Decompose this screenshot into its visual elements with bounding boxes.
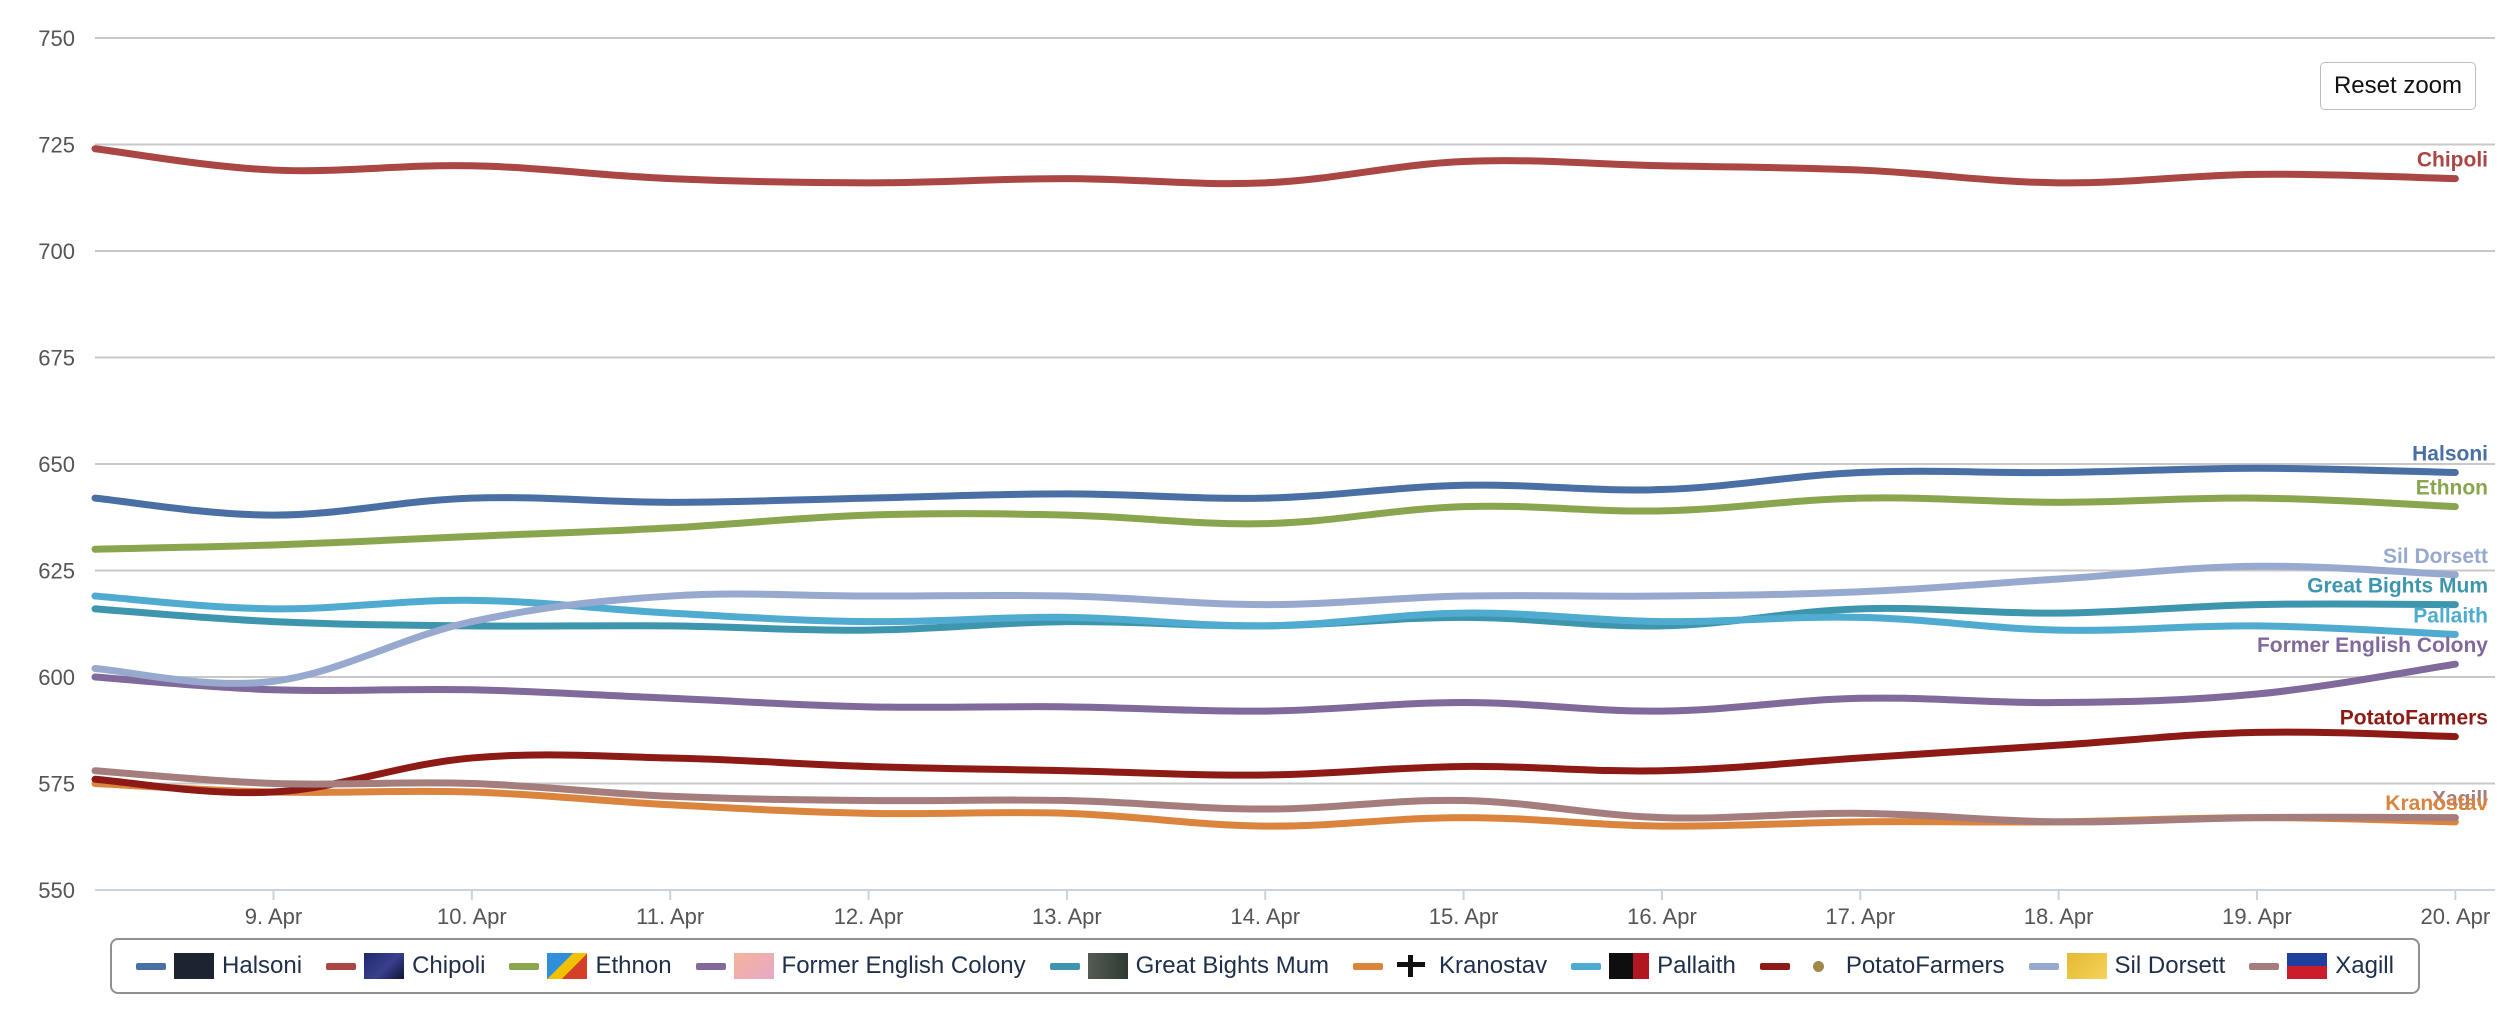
series-line-xagill bbox=[91, 767, 2459, 826]
xagill-flag-icon bbox=[2287, 953, 2328, 979]
legend-swatch bbox=[695, 962, 726, 970]
y-tick-label: 750 bbox=[38, 26, 75, 51]
series-line-chipoli bbox=[91, 145, 2459, 188]
series-line-pallaith bbox=[91, 592, 2459, 638]
legend-label: PotatoFarmers bbox=[1845, 952, 2005, 979]
chipoli-flag-icon bbox=[364, 953, 405, 979]
legend-swatch bbox=[2249, 962, 2280, 970]
legend-item-pallaith[interactable]: Pallaith bbox=[1571, 952, 1736, 980]
end-label-sil-dorsett: Sil Dorsett bbox=[2383, 545, 2488, 568]
series-line-ethnon bbox=[91, 494, 2459, 553]
legend-item-sil-dorsett[interactable]: Sil Dorsett bbox=[2028, 952, 2226, 980]
legend-item-former-english-colony[interactable]: Former English Colony bbox=[695, 952, 1026, 980]
legend-swatch bbox=[136, 962, 167, 970]
pallaith-flag-icon bbox=[1609, 953, 1650, 979]
legend-label: Great Bights Mum bbox=[1135, 952, 1330, 979]
legend-item-kranostav[interactable]: Kranostav bbox=[1353, 952, 1547, 980]
legend-swatch bbox=[1049, 962, 1080, 970]
y-tick-label: 650 bbox=[38, 452, 75, 477]
halsoni-flag-icon bbox=[174, 953, 215, 979]
y-tick-label: 550 bbox=[38, 878, 75, 903]
sil-dorsett-flag-icon bbox=[2066, 953, 2107, 979]
legend-item-ethnon[interactable]: Ethnon bbox=[509, 952, 672, 980]
x-tick-label: 18. Apr bbox=[2024, 904, 2094, 929]
series-line-potatofarmers bbox=[91, 728, 2459, 797]
legend-label: Chipoli bbox=[412, 952, 486, 979]
x-tick-label: 10. Apr bbox=[437, 904, 507, 929]
series-line-sil-dorsett bbox=[91, 562, 2459, 687]
x-tick-label: 16. Apr bbox=[1627, 904, 1697, 929]
end-label-kranostav: Kranostav bbox=[2385, 792, 2488, 815]
y-tick-label: 600 bbox=[38, 665, 75, 690]
series-line-former-english-colony bbox=[91, 660, 2459, 715]
end-label-chipoli: Chipoli bbox=[2417, 149, 2488, 172]
legend-label: Former English Colony bbox=[781, 952, 1026, 979]
legend-item-great-bights-mum[interactable]: Great Bights Mum bbox=[1049, 952, 1330, 980]
x-tick-label: 19. Apr bbox=[2222, 904, 2292, 929]
x-tick-label: 12. Apr bbox=[834, 904, 904, 929]
former-english-colony-flag-icon bbox=[733, 953, 774, 979]
legend-item-xagill[interactable]: Xagill bbox=[2249, 952, 2394, 980]
end-label-xagill: Xagill bbox=[2432, 788, 2488, 811]
legend-item-halsoni[interactable]: Halsoni bbox=[136, 952, 302, 980]
x-tick-label: 14. Apr bbox=[1230, 904, 1300, 929]
legend-swatch bbox=[2028, 962, 2059, 970]
x-tick-label: 13. Apr bbox=[1032, 904, 1102, 929]
legend-label: Pallaith bbox=[1657, 952, 1736, 979]
legend-label: Sil Dorsett bbox=[2114, 952, 2226, 979]
legend-label: Halsoni bbox=[222, 952, 303, 979]
ethnon-flag-icon bbox=[547, 953, 588, 979]
legend-item-potatofarmers[interactable]: PotatoFarmers bbox=[1759, 952, 2005, 980]
legend-item-chipoli[interactable]: Chipoli bbox=[326, 952, 485, 980]
y-tick-label: 700 bbox=[38, 239, 75, 264]
legend-swatch bbox=[1353, 962, 1384, 970]
y-tick-label: 675 bbox=[38, 346, 75, 371]
end-label-halsoni: Halsoni bbox=[2412, 443, 2488, 466]
end-label-pallaith: Pallaith bbox=[2413, 604, 2488, 627]
legend-swatch bbox=[326, 962, 357, 970]
y-tick-label: 725 bbox=[38, 133, 75, 158]
series-line-halsoni bbox=[91, 464, 2459, 519]
potatofarmers-flag-icon bbox=[1798, 953, 1838, 979]
reset-zoom-button[interactable]: Reset zoom bbox=[2320, 62, 2476, 110]
end-label-former-english-colony: Former English Colony bbox=[2257, 634, 2488, 657]
legend-swatch bbox=[1759, 962, 1790, 970]
end-label-ethnon: Ethnon bbox=[2416, 477, 2488, 500]
legend-swatch bbox=[1571, 962, 1602, 970]
end-label-potatofarmers: PotatoFarmers bbox=[2340, 707, 2488, 730]
legend-label: Ethnon bbox=[595, 952, 672, 979]
legend-label: Xagill bbox=[2335, 952, 2394, 979]
legend-swatch bbox=[509, 962, 540, 970]
x-tick-label: 11. Apr bbox=[636, 904, 704, 929]
legend-label: Kranostav bbox=[1439, 952, 1548, 979]
chart-legend: Halsoni Chipoli Ethnon Former English Colon… bbox=[110, 938, 2420, 994]
kranostav-flag-icon bbox=[1391, 953, 1432, 979]
great-bights-mum-flag-icon bbox=[1087, 953, 1128, 979]
x-tick-label: 9. Apr bbox=[245, 904, 302, 929]
end-label-great-bights-mum: Great Bights Mum bbox=[2307, 575, 2488, 598]
y-tick-label: 625 bbox=[38, 559, 75, 584]
x-tick-label: 15. Apr bbox=[1429, 904, 1499, 929]
y-tick-label: 575 bbox=[38, 772, 75, 797]
x-tick-label: 20. Apr bbox=[2420, 904, 2490, 929]
x-tick-label: 17. Apr bbox=[1825, 904, 1895, 929]
